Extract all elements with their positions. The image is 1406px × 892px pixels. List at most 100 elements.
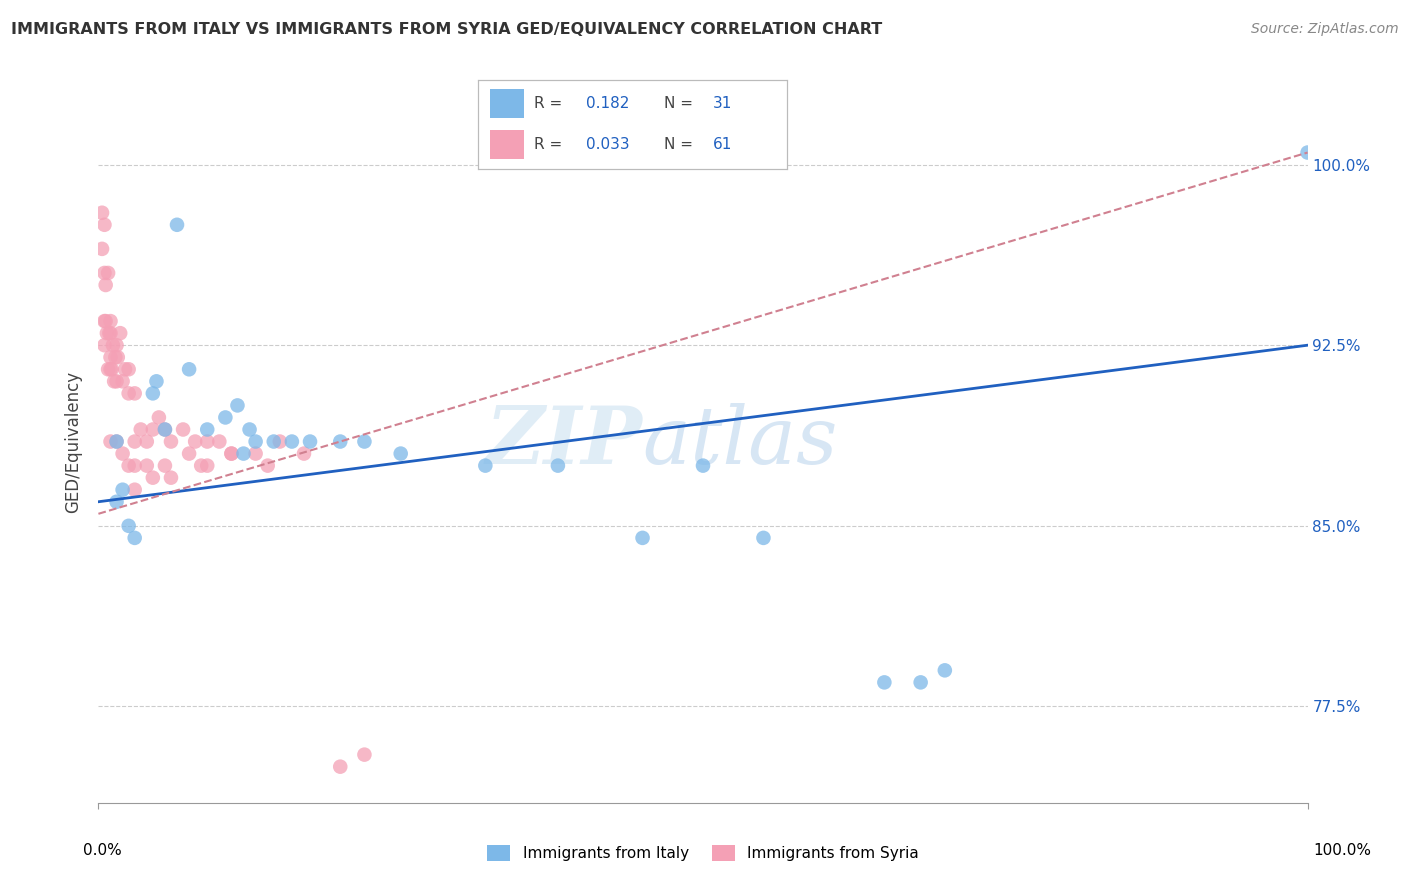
Point <box>145 375 167 389</box>
Text: IMMIGRANTS FROM ITALY VS IMMIGRANTS FROM SYRIA GED/EQUIVALENCY CORRELATION CHART: IMMIGRANTS FROM ITALY VS IMMIGRANTS FROM… <box>11 22 883 37</box>
Point <box>547 458 569 473</box>
Point <box>124 483 146 497</box>
Text: ZIP: ZIP <box>485 403 643 480</box>
Point <box>299 434 322 449</box>
Point <box>100 434 122 449</box>
Point <box>263 434 285 449</box>
Point <box>245 447 267 461</box>
Text: 31: 31 <box>713 96 733 111</box>
Point <box>100 351 122 365</box>
Point <box>329 760 352 774</box>
Point <box>474 458 496 473</box>
Point <box>142 470 165 484</box>
Point <box>91 205 114 219</box>
Text: Source: ZipAtlas.com: Source: ZipAtlas.com <box>1251 22 1399 37</box>
Point <box>153 423 176 437</box>
Text: N =: N = <box>664 137 693 152</box>
Point <box>172 423 194 437</box>
Point <box>124 531 146 545</box>
Point <box>184 434 207 449</box>
Point <box>100 362 122 376</box>
FancyBboxPatch shape <box>491 89 524 118</box>
Point <box>124 434 146 449</box>
Point <box>108 326 131 341</box>
Point <box>281 434 304 449</box>
Legend: Immigrants from Italy, Immigrants from Syria: Immigrants from Italy, Immigrants from S… <box>481 839 925 867</box>
Point <box>91 242 114 256</box>
Text: 0.033: 0.033 <box>586 137 630 152</box>
Point <box>103 375 125 389</box>
Point <box>93 266 115 280</box>
Point <box>329 434 352 449</box>
Text: 100.0%: 100.0% <box>1313 843 1372 858</box>
Point <box>142 423 165 437</box>
Point <box>114 362 136 376</box>
Point <box>118 458 141 473</box>
Point <box>208 434 231 449</box>
Point <box>160 434 183 449</box>
Point <box>100 326 122 341</box>
Text: 0.0%: 0.0% <box>83 843 122 858</box>
Point <box>153 423 176 437</box>
Point <box>245 434 267 449</box>
Point <box>104 351 127 365</box>
Point <box>692 458 714 473</box>
Point <box>269 434 291 449</box>
Point <box>631 531 654 545</box>
Point <box>214 410 236 425</box>
Point <box>910 675 932 690</box>
Point <box>221 447 243 461</box>
Text: 0.182: 0.182 <box>586 96 630 111</box>
Point <box>135 458 157 473</box>
Point <box>190 458 212 473</box>
Point <box>129 423 152 437</box>
Point <box>93 218 115 232</box>
Point <box>105 434 128 449</box>
Point <box>160 470 183 484</box>
Point <box>97 362 120 376</box>
Point <box>105 495 128 509</box>
Point <box>934 664 956 678</box>
Point <box>752 531 775 545</box>
Point <box>1296 145 1319 160</box>
Point <box>105 338 128 352</box>
Point <box>166 218 188 232</box>
Text: 61: 61 <box>713 137 733 152</box>
Point <box>107 351 129 365</box>
Point <box>93 338 115 352</box>
Point <box>195 458 218 473</box>
Point <box>232 447 254 461</box>
Text: N =: N = <box>664 96 693 111</box>
Point <box>239 423 262 437</box>
Point <box>179 362 201 376</box>
Point <box>353 434 375 449</box>
Point <box>105 434 128 449</box>
Point <box>226 398 249 412</box>
Point <box>98 326 121 341</box>
Point <box>94 277 117 292</box>
Point <box>111 483 134 497</box>
Point <box>118 362 141 376</box>
Point <box>105 375 128 389</box>
Point <box>100 314 122 328</box>
Point <box>153 458 176 473</box>
Point <box>135 434 157 449</box>
Point <box>142 386 165 401</box>
Point <box>124 458 146 473</box>
Point <box>179 447 201 461</box>
Text: R =: R = <box>534 137 562 152</box>
Point <box>292 447 315 461</box>
Point <box>97 266 120 280</box>
FancyBboxPatch shape <box>491 130 524 159</box>
Text: R =: R = <box>534 96 562 111</box>
Text: atlas: atlas <box>643 403 838 480</box>
Point <box>94 314 117 328</box>
Point <box>221 447 243 461</box>
Point <box>873 675 896 690</box>
Point <box>101 338 124 352</box>
Point <box>256 458 278 473</box>
Point <box>148 410 170 425</box>
Point <box>111 447 134 461</box>
Point <box>195 434 218 449</box>
Point <box>124 386 146 401</box>
